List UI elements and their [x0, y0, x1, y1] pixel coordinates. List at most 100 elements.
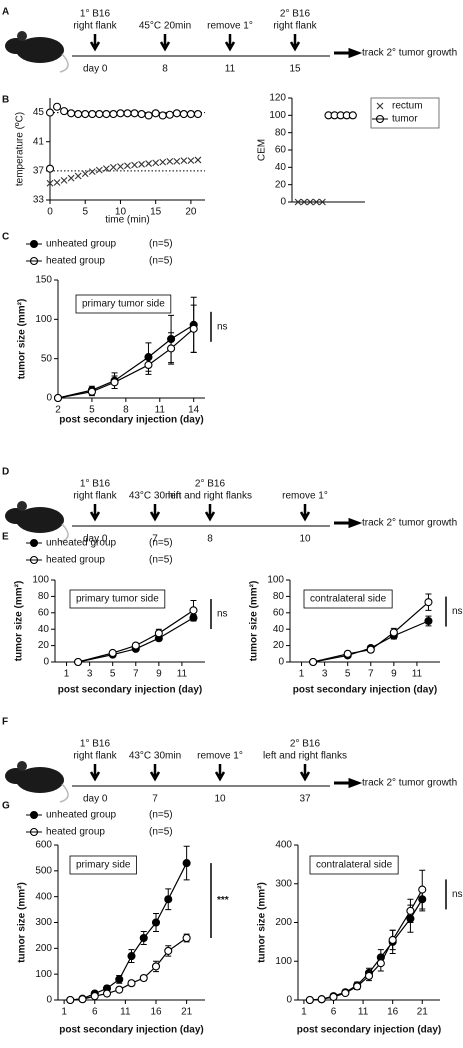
y-tick-label: 200 — [275, 917, 292, 928]
legend-note: (n=5) — [149, 239, 173, 250]
data-point — [189, 606, 198, 615]
event-day: 15 — [289, 64, 301, 75]
data-point — [102, 989, 112, 998]
event-label: left and right flanks — [168, 491, 252, 502]
event-day: 7 — [152, 534, 158, 545]
data-point — [309, 657, 318, 667]
data-point — [117, 163, 124, 170]
data-point — [53, 393, 63, 403]
x-axis-label: post secondary injection (day) — [58, 685, 202, 696]
y-tick-label: 40 — [273, 624, 285, 635]
x-tick-label: 21 — [181, 1007, 193, 1018]
x-tick-label: 5 — [110, 669, 116, 680]
event-day: 37 — [299, 794, 311, 805]
data-point — [123, 109, 132, 118]
data-point — [110, 163, 117, 171]
data-point — [319, 198, 326, 206]
annotation-box — [309, 855, 399, 875]
legend-label: unheated group — [46, 538, 117, 549]
y-tick-label: 400 — [35, 891, 52, 902]
y-tick-label: 37 — [33, 165, 45, 176]
x-tick-label: 11 — [358, 1007, 369, 1018]
event-day: 10 — [214, 794, 226, 805]
data-point — [90, 992, 99, 1001]
data-point — [45, 164, 55, 173]
data-point — [418, 885, 427, 894]
y-axis-label: tumor size (mm²) — [257, 882, 268, 963]
series-line — [57, 328, 195, 399]
event-day: 11 — [225, 64, 236, 75]
annotation-box — [303, 589, 393, 609]
x-tick-label: 9 — [156, 669, 162, 680]
event-label: 2° B16 — [290, 739, 321, 750]
data-point — [152, 159, 160, 167]
series-line — [70, 937, 187, 1001]
y-tick-label: 0 — [280, 197, 286, 208]
data-point — [164, 895, 173, 904]
data-point — [88, 109, 97, 119]
mouse-tail — [59, 783, 69, 803]
event-arrow — [299, 764, 311, 782]
panel-label: F — [2, 717, 8, 728]
event-label: 45°C 20min — [139, 21, 191, 32]
event-label: right flank — [273, 21, 317, 32]
event-label: 2° B16 — [280, 9, 311, 20]
legend-note: (n=5) — [149, 256, 173, 267]
legend-note: (n=5) — [149, 555, 173, 566]
x-tick-label: 11 — [412, 669, 423, 680]
data-point — [182, 859, 191, 868]
series-line — [70, 862, 188, 1001]
data-point — [116, 109, 125, 118]
event-label: remove 1° — [282, 491, 328, 502]
y-tick-label: 41 — [33, 136, 45, 147]
data-point — [312, 198, 320, 206]
event-day: day 0 — [83, 64, 108, 75]
event-label: 43°C 30min — [129, 751, 181, 762]
event-label: remove 1° — [197, 751, 243, 762]
x-axis-label: time (min) — [105, 215, 149, 226]
data-point — [159, 158, 167, 166]
event-arrow — [149, 764, 161, 782]
data-point — [353, 982, 362, 991]
data-point — [343, 649, 352, 658]
data-point — [305, 995, 314, 1005]
y-axis-label: tumor size (mm²) — [249, 581, 260, 662]
annotation-box — [75, 294, 172, 314]
x-axis-label: post secondary injection (day) — [59, 415, 203, 426]
annotation: primary side — [76, 860, 131, 871]
x-tick-label: 16 — [150, 1007, 162, 1018]
data-point — [194, 156, 202, 164]
event-day: 8 — [162, 64, 168, 75]
x-tick-label: 5 — [345, 669, 351, 680]
x-axis-label: post secondary injection (day) — [293, 685, 437, 696]
data-point — [158, 111, 167, 120]
y-tick-label: 20 — [275, 179, 287, 190]
x-tick-label: 1 — [299, 669, 305, 680]
event-label: right flank — [73, 21, 117, 32]
legend-label: tumor — [392, 114, 418, 125]
data-point — [138, 160, 145, 168]
series-line — [57, 324, 195, 399]
y-axis-label: CEM — [257, 139, 268, 161]
data-point — [108, 648, 117, 658]
x-tick-label: 7 — [133, 669, 139, 680]
y-tick-label: 300 — [275, 878, 292, 889]
data-point — [180, 157, 188, 165]
legend-label: heated group — [46, 827, 105, 838]
y-tick-label: 60 — [273, 607, 285, 618]
y-axis-label: tumor size (mm²) — [14, 581, 25, 662]
y-tick-label: 80 — [38, 591, 50, 602]
legend-note: (n=5) — [149, 827, 173, 838]
event-day: day 0 — [83, 794, 108, 805]
y-tick-label: 20 — [38, 640, 50, 651]
y-tick-label: 100 — [35, 969, 52, 980]
event-label: 2° B16 — [195, 479, 226, 490]
data-point — [364, 971, 374, 981]
event-day: 10 — [299, 534, 311, 545]
data-point — [78, 995, 87, 1004]
data-point — [145, 160, 153, 167]
y-tick-label: 33 — [33, 195, 45, 206]
y-tick-label: 120 — [269, 93, 286, 104]
annotation: primary tumor side — [82, 299, 165, 310]
